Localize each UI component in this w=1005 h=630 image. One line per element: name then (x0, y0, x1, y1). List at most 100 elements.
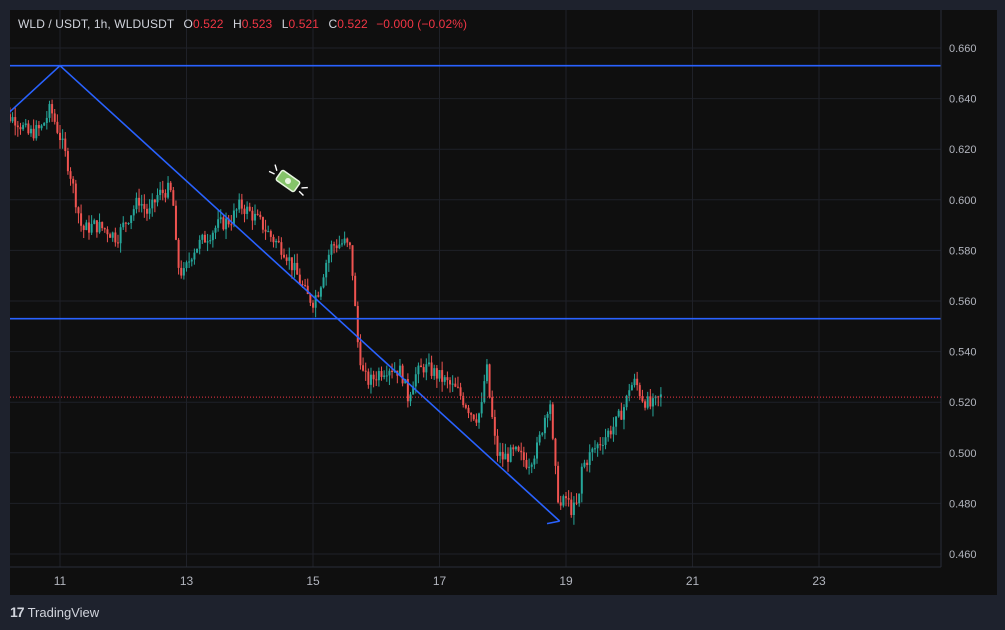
candle-body (406, 379, 409, 402)
candle-body (388, 370, 391, 376)
candle-body (306, 285, 309, 295)
candle-body (109, 234, 112, 238)
candle-body (217, 219, 220, 228)
change-value: −0.000 (−0.02%) (376, 17, 468, 31)
candle-body (180, 267, 183, 276)
candle-body (485, 364, 488, 382)
candle-body (580, 466, 583, 494)
candle-body (235, 209, 238, 211)
candle-body (467, 407, 470, 414)
candle-body (11, 117, 14, 122)
candle-body (530, 464, 533, 467)
candle-body (478, 413, 481, 423)
candle-body (538, 434, 541, 443)
candle-body (343, 238, 346, 244)
candle-body (148, 208, 151, 214)
tradingview-logo-icon[interactable]: 17 (10, 604, 25, 620)
candle-body (10, 114, 11, 122)
candle-body (74, 183, 77, 208)
candle-body (422, 367, 425, 373)
candle-body (261, 217, 264, 230)
candle-body (546, 413, 549, 418)
candle-body (449, 380, 452, 385)
candle-body (106, 229, 109, 235)
candle-body (620, 410, 623, 420)
candle-body (309, 294, 312, 303)
candle-body (380, 371, 383, 377)
candle-body (398, 365, 401, 376)
x-tick-label: 11 (54, 574, 67, 588)
price-chart[interactable]: 0.6530.5530.52236:33 0.4600.4800.5000.52… (10, 10, 997, 595)
candle-body (66, 151, 69, 172)
candle-body (167, 182, 170, 198)
y-tick-label: 0.640 (949, 94, 977, 106)
chart-pane[interactable]: 0.6530.5530.52236:33 0.4600.4800.5000.52… (10, 10, 997, 595)
candle-body (98, 221, 101, 233)
candle-body (451, 383, 454, 385)
candle-body (30, 128, 33, 134)
candle-body (617, 410, 620, 417)
candle-body (145, 208, 148, 214)
candle-body (51, 104, 54, 114)
candle-body (417, 365, 420, 375)
candle-body (319, 287, 322, 297)
candle-body (348, 242, 351, 246)
candle-body (554, 438, 557, 466)
candle-body (414, 374, 417, 387)
candle-body (80, 213, 83, 226)
candle-body (317, 295, 320, 297)
grid (10, 10, 941, 567)
candle-body (533, 458, 536, 465)
candle-body (127, 222, 130, 224)
candle-body (427, 362, 430, 365)
candle-body (254, 213, 257, 221)
candle-body (59, 132, 61, 141)
candle-body (304, 284, 307, 286)
candle-body (612, 426, 615, 435)
candle-body (525, 459, 528, 468)
candle-body (496, 435, 499, 456)
trendline[interactable] (59, 65, 561, 522)
candle-body (604, 437, 607, 445)
price-axis (941, 10, 997, 595)
candle-body (433, 368, 436, 376)
y-tick-label: 0.460 (949, 549, 977, 561)
x-tick-label: 15 (306, 574, 320, 588)
candle-body (435, 368, 438, 379)
candle-body (586, 462, 589, 466)
candle-body (314, 295, 317, 308)
candle-body (43, 122, 46, 126)
candle-body (188, 261, 191, 263)
candle-body (512, 447, 515, 450)
candle-body (575, 502, 578, 504)
candle-body (130, 215, 133, 223)
candle-body (633, 378, 636, 386)
candle-body (272, 236, 275, 243)
candle-body (470, 413, 473, 415)
low-value: 0.521 (288, 17, 320, 31)
candle-body (615, 416, 618, 427)
candle-body (409, 394, 412, 402)
candle-body (93, 220, 96, 224)
candle-body (22, 125, 25, 130)
candle-body (156, 195, 159, 203)
candle-body (335, 245, 338, 249)
candle-body (138, 197, 141, 206)
brand-name[interactable]: TradingView (27, 604, 100, 620)
candle-body (420, 365, 423, 368)
candle-body (219, 217, 222, 220)
candle-body (159, 189, 162, 196)
trendline[interactable] (546, 520, 560, 525)
candle-body (77, 207, 80, 214)
candle-body (362, 365, 365, 371)
candle-body (72, 178, 75, 184)
candle-body (267, 231, 270, 233)
symbol-title[interactable]: WLD / USDT, 1h, WLDUSDT (18, 17, 175, 31)
candle-body (290, 257, 293, 271)
candle-body (122, 222, 125, 228)
trendline[interactable] (10, 65, 61, 124)
candle-body (356, 306, 359, 343)
candle-body (196, 248, 199, 253)
candle-body (56, 121, 59, 133)
x-tick-label: 19 (559, 574, 573, 588)
